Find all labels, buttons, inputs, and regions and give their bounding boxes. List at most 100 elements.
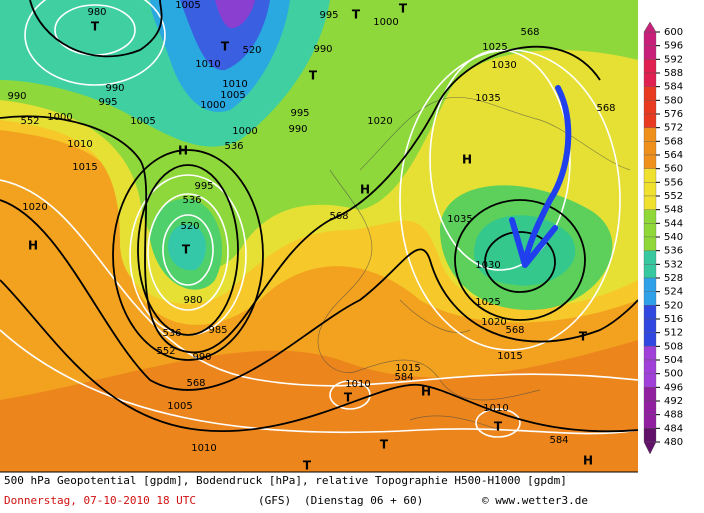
legend-swatch xyxy=(643,359,657,374)
legend-swatch xyxy=(643,154,657,169)
contour-label: 995 xyxy=(290,108,309,119)
contour-label: 990 xyxy=(313,44,332,55)
legend-label: 552 xyxy=(664,191,683,202)
legend-swatch xyxy=(643,127,657,142)
legend-swatch xyxy=(643,428,657,443)
legend-swatch xyxy=(643,236,657,251)
pressure-center: T xyxy=(344,391,353,405)
pressure-center: T xyxy=(303,459,312,473)
footer-credit: © www.wetter3.de xyxy=(482,494,588,507)
legend-swatch xyxy=(643,400,657,415)
contour-label: 1010 xyxy=(222,79,247,90)
legend-swatch xyxy=(643,45,657,60)
legend-label: 572 xyxy=(664,123,683,134)
legend-label: 480 xyxy=(664,437,683,448)
contour-label: 584 xyxy=(394,372,413,383)
legend-swatch xyxy=(643,182,657,197)
pressure-center: T xyxy=(494,420,503,434)
footer-background xyxy=(0,472,638,513)
contour-label: 1015 xyxy=(72,162,97,173)
contour-label: 990 xyxy=(7,91,26,102)
legend-swatch xyxy=(643,168,657,183)
legend-swatch xyxy=(643,346,657,361)
footer-date: Donnerstag, 07-10-2010 18 UTC xyxy=(4,494,196,507)
pressure-center: T xyxy=(352,8,361,22)
legend-swatch xyxy=(643,72,657,87)
contour-label: 1010 xyxy=(483,403,508,414)
legend-label: 508 xyxy=(664,341,683,352)
contour-label: 995 xyxy=(319,10,338,21)
contour-label: 1015 xyxy=(497,351,522,362)
isobars xyxy=(0,0,638,438)
contour-label: 536 xyxy=(162,328,181,339)
legend-swatch xyxy=(643,223,657,238)
legend-swatch xyxy=(643,318,657,333)
contour-label: 1010 xyxy=(345,379,370,390)
legend-label: 576 xyxy=(664,109,683,120)
legend-swatch xyxy=(643,414,657,429)
legend-label: 500 xyxy=(664,369,683,380)
pressure-center: H xyxy=(421,385,431,399)
contour-label: 1010 xyxy=(195,59,220,70)
legend-label: 528 xyxy=(664,273,683,284)
contour-label: 1035 xyxy=(475,93,500,104)
pressure-center: H xyxy=(178,144,188,158)
legend-label: 560 xyxy=(664,164,683,175)
contour-label: 1005 xyxy=(130,116,155,127)
contour-label: 536 xyxy=(224,141,243,152)
map-field xyxy=(0,0,638,472)
legend-arrow-top xyxy=(643,21,657,33)
legend-label: 568 xyxy=(664,136,683,147)
contour-label: 990 xyxy=(192,352,211,363)
contour-label: 1020 xyxy=(22,202,47,213)
contour-label: 1000 xyxy=(232,126,257,137)
legend-label: 580 xyxy=(664,95,683,106)
legend-swatch xyxy=(643,195,657,210)
legend-swatch xyxy=(643,31,657,46)
legend-label: 516 xyxy=(664,314,683,325)
contour-label: 584 xyxy=(549,435,568,446)
legend-label: 512 xyxy=(664,328,683,339)
contour-label: 520 xyxy=(180,221,199,232)
contour-label: 1010 xyxy=(191,443,216,454)
contour-label: 995 xyxy=(98,97,117,108)
contour-label: 568 xyxy=(505,325,524,336)
legend-swatch xyxy=(643,305,657,320)
contour-label: 1005 xyxy=(175,0,200,11)
legend-label: 492 xyxy=(664,396,683,407)
footer-description: 500 hPa Geopotential [gpdm], Bodendruck … xyxy=(4,474,567,487)
legend-swatch xyxy=(643,141,657,156)
contour-label: 1030 xyxy=(491,60,516,71)
legend-label: 504 xyxy=(664,355,683,366)
contour-label: 1000 xyxy=(373,17,398,28)
contour-label: 985 xyxy=(208,325,227,336)
legend-swatch xyxy=(643,113,657,128)
contour-label: 536 xyxy=(182,195,201,206)
pressure-center: H xyxy=(360,183,370,197)
pressure-center: H xyxy=(462,153,472,167)
legend-label: 524 xyxy=(664,287,683,298)
contour-label: 1005 xyxy=(167,401,192,412)
legend-label: 596 xyxy=(664,41,683,52)
legend-swatch xyxy=(643,264,657,279)
legend-label: 564 xyxy=(664,150,683,161)
legend-label: 544 xyxy=(664,218,683,229)
contour-label: 1025 xyxy=(475,297,500,308)
contour-label: 1020 xyxy=(481,317,506,328)
contour-label: 990 xyxy=(105,83,124,94)
contour-label: 1030 xyxy=(475,260,500,271)
legend-swatch xyxy=(643,209,657,224)
legend-label: 488 xyxy=(664,410,683,421)
legend-swatch xyxy=(643,277,657,292)
legend-swatch xyxy=(643,86,657,101)
contour-label: 1015 xyxy=(395,363,420,374)
pressure-center: T xyxy=(380,438,389,452)
contour-label: 552 xyxy=(156,346,175,357)
legend-swatch xyxy=(643,387,657,402)
contour-label: 568 xyxy=(186,378,205,389)
legend-label: 520 xyxy=(664,300,683,311)
legend-swatch xyxy=(643,332,657,347)
contour-label: 1025 xyxy=(482,42,507,53)
legend-label: 584 xyxy=(664,82,683,93)
legend-swatch xyxy=(643,100,657,115)
